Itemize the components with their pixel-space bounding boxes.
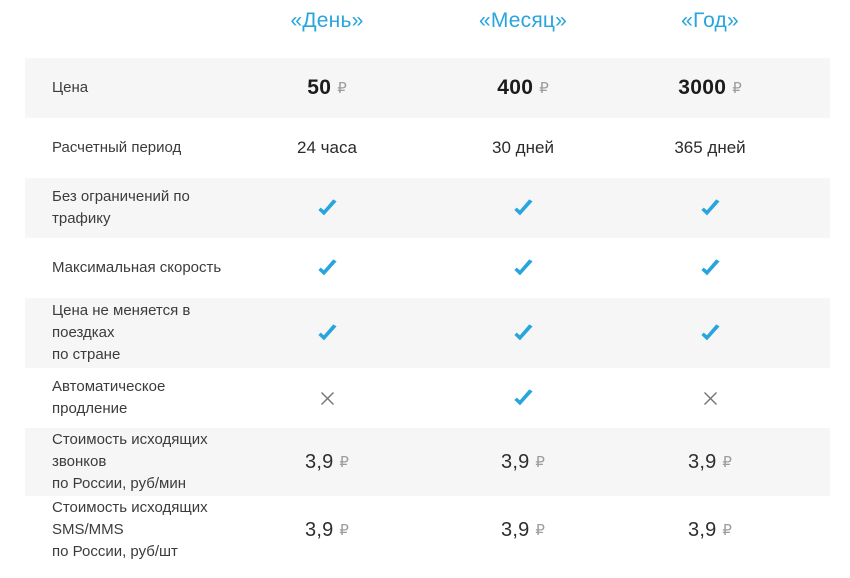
ruble-sign: ₽	[539, 79, 549, 97]
table-row: Цена не меняется в поездках по стране	[25, 298, 830, 368]
table-row: Максимальная скорость	[25, 238, 830, 298]
cell-value: 3,9	[305, 518, 334, 541]
cross-icon	[320, 391, 335, 406]
ruble-sign: ₽	[535, 452, 545, 471]
table-cell	[231, 324, 423, 342]
ruble-sign: ₽	[732, 79, 742, 97]
check-icon	[316, 324, 338, 342]
table-cell: 3,9 ₽	[423, 451, 623, 474]
ruble-sign: ₽	[535, 520, 545, 539]
table-cell: 3,9 ₽	[231, 451, 423, 474]
table-row: Стоимость исходящих SMS/MMS по России, р…	[25, 496, 830, 564]
cell-value: 24 часа	[297, 138, 357, 157]
row-label: Цена не меняется в поездках по стране	[52, 302, 191, 363]
table-cell: 3,9 ₽	[623, 451, 797, 474]
cell-value: 3,9	[501, 450, 530, 473]
cell-value: 3,9	[305, 450, 334, 473]
table-cell	[623, 391, 797, 406]
table-cell	[423, 199, 623, 217]
ruble-sign: ₽	[722, 452, 732, 471]
table-cell: 400 ₽	[423, 76, 623, 100]
table-cell	[423, 324, 623, 342]
tariff-table-body: Цена 50 ₽400 ₽3000 ₽ Расчетный период 24 часа 3…	[25, 58, 830, 564]
row-label: Максимальная скорость	[52, 259, 222, 277]
table-cell	[423, 259, 623, 277]
row-label: Цена	[52, 79, 89, 97]
row-label: Без ограничений по трафику	[52, 188, 190, 227]
check-icon	[316, 259, 338, 277]
tariff-table: «День» «Месяц» «Год» Цена 50 ₽400 ₽3000 ₽ Рас…	[25, 0, 830, 564]
check-icon	[512, 199, 534, 217]
table-row: Цена 50 ₽400 ₽3000 ₽	[25, 58, 830, 118]
table-cell: 3,9 ₽	[623, 519, 797, 542]
tab-tariff-month[interactable]: «Месяц»	[478, 9, 568, 32]
table-cell: 3,9 ₽	[423, 519, 623, 542]
row-label: Стоимость исходящих SMS/MMS по России, р…	[52, 499, 208, 560]
table-cell: 50 ₽	[231, 76, 423, 100]
table-row: Без ограничений по трафику	[25, 178, 830, 238]
table-cell: 365 дней	[623, 138, 797, 158]
check-icon	[699, 199, 721, 217]
table-cell	[423, 389, 623, 407]
table-cell: 30 дней	[423, 138, 623, 158]
check-icon	[316, 199, 338, 217]
cell-value: 50	[307, 76, 332, 99]
tab-tariff-year[interactable]: «Год»	[681, 9, 739, 32]
table-cell: 3,9 ₽	[231, 519, 423, 542]
cell-value: 400	[497, 76, 534, 99]
row-label: Стоимость исходящих звонков по России, р…	[52, 431, 208, 492]
cell-value: 3,9	[688, 518, 717, 541]
table-cell	[231, 391, 423, 406]
table-cell	[231, 199, 423, 217]
check-icon	[699, 259, 721, 277]
table-cell	[623, 324, 797, 342]
check-icon	[512, 324, 534, 342]
ruble-sign: ₽	[339, 520, 349, 539]
tab-tariff-day[interactable]: «День»	[290, 9, 364, 32]
ruble-sign: ₽	[722, 520, 732, 539]
cell-value: 365 дней	[674, 138, 746, 157]
cell-value: 3000	[678, 76, 727, 99]
table-row: Расчетный период 24 часа 30 дней 365 дней	[25, 118, 830, 178]
table-cell	[231, 259, 423, 277]
table-header-row: «День» «Месяц» «Год»	[25, 0, 830, 58]
table-cell	[623, 259, 797, 277]
ruble-sign: ₽	[339, 452, 349, 471]
cell-value: 30 дней	[492, 138, 554, 157]
table-cell: 24 часа	[231, 138, 423, 158]
row-label: Расчетный период	[52, 139, 182, 157]
ruble-sign: ₽	[337, 79, 347, 97]
check-icon	[512, 389, 534, 407]
row-label: Автоматическое продление	[52, 378, 166, 417]
cross-icon	[703, 391, 718, 406]
table-cell: 3000 ₽	[623, 76, 797, 100]
table-cell	[623, 199, 797, 217]
cell-value: 3,9	[501, 518, 530, 541]
cell-value: 3,9	[688, 450, 717, 473]
table-row: Автоматическое продление	[25, 368, 830, 428]
table-row: Стоимость исходящих звонков по России, р…	[25, 428, 830, 496]
check-icon	[512, 259, 534, 277]
check-icon	[699, 324, 721, 342]
